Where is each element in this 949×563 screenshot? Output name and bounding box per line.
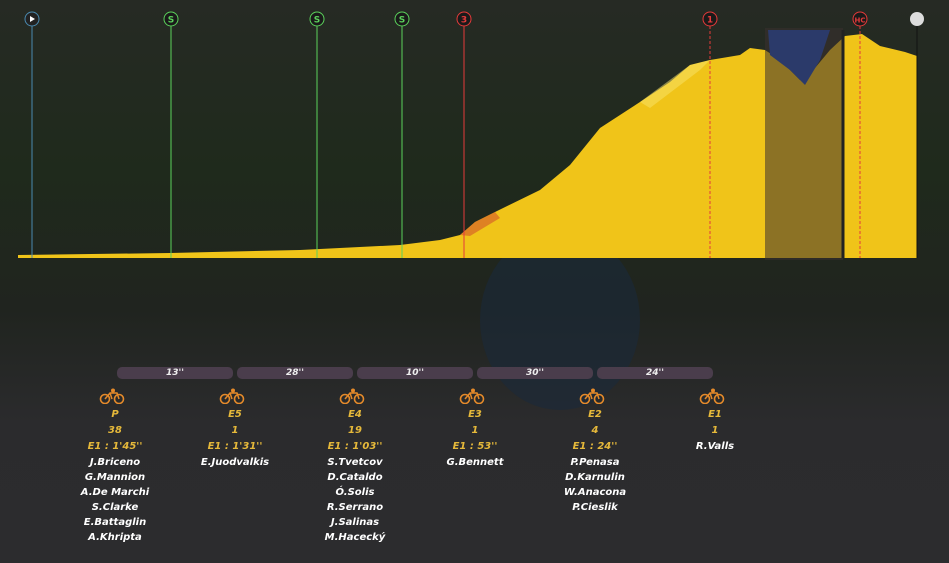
rider-name: E.Juodvalkis xyxy=(200,457,270,468)
group-count: 19 xyxy=(348,425,362,436)
group: E2 4 E1 : 24'' P.Penasa D.Karnulin W.Anacona P… xyxy=(535,388,655,515)
group-count: 1 xyxy=(231,425,239,436)
rider-name: G.Mannion xyxy=(84,472,146,483)
marker-icon xyxy=(163,11,179,27)
group-icon xyxy=(655,388,775,407)
group-label: E4 xyxy=(348,409,362,420)
group-label: P xyxy=(111,409,119,420)
group-icon xyxy=(55,388,175,407)
rider-name: A.De Marchi xyxy=(80,487,150,498)
marker-icon xyxy=(456,11,472,27)
group: E5 1 E1 : 1'31'' E.Juodvalkis xyxy=(175,388,295,470)
group: E1 1 R.Valls xyxy=(655,388,775,454)
marker-label: S xyxy=(168,16,174,26)
group: P 38 E1 : 1'45'' J.Briceno G.Mannion A.De Mar… xyxy=(55,388,175,545)
group-icon xyxy=(295,388,415,407)
rider-name: S.Clarke xyxy=(91,502,139,513)
rider-name: E.Battaglin xyxy=(83,517,147,528)
group-count: 4 xyxy=(591,425,599,436)
group-time: E1 : 1'03'' xyxy=(327,441,383,452)
marker-icon xyxy=(852,11,868,27)
group-icon xyxy=(415,388,535,407)
group-count: 1 xyxy=(471,425,479,436)
rider-name: R.Serrano xyxy=(326,502,384,513)
marker-icon xyxy=(309,11,325,27)
group-label: E1 xyxy=(708,409,722,420)
group: E4 19 E1 : 1'03'' S.Tvetcov D.Cataldo Ó.Solis… xyxy=(295,388,415,545)
rider-name: G.Bennett xyxy=(446,457,504,468)
gap-label: 10'' xyxy=(357,367,473,379)
group-count: 1 xyxy=(711,425,719,436)
markers: S S S 3 1 HC xyxy=(163,11,868,27)
group-label: E2 xyxy=(588,409,602,420)
group-time: E1 : 24'' xyxy=(572,441,618,452)
group-count: 38 xyxy=(108,425,122,436)
gap-label: 30'' xyxy=(477,367,593,379)
group-time: E1 : 1'31'' xyxy=(207,441,263,452)
group-label: E3 xyxy=(468,409,482,420)
rider-name: R.Valls xyxy=(695,441,735,452)
marker-label: S xyxy=(314,16,320,26)
rider-name: D.Cataldo xyxy=(327,472,383,483)
group-icon xyxy=(535,388,655,407)
gap-label: 28'' xyxy=(237,367,353,379)
rider-name: M.Hacecký xyxy=(324,532,386,543)
rider-name: P.Cieslik xyxy=(572,502,618,513)
rider-name: D.Karnulin xyxy=(565,472,625,483)
marker-icon xyxy=(394,11,410,27)
marker-label: 1 xyxy=(707,16,713,26)
rider-name: Ó.Solis xyxy=(335,487,375,498)
group-time: E1 : 1'45'' xyxy=(87,441,143,452)
marker-label: S xyxy=(399,16,405,26)
rider-name: S.Tvetcov xyxy=(327,457,383,468)
group-time: E1 : 53'' xyxy=(452,441,498,452)
rider-name: P.Penasa xyxy=(570,457,620,468)
rider-name: A.Khripta xyxy=(88,532,142,543)
rider-name: W.Anacona xyxy=(563,487,627,498)
group: E3 1 E1 : 53'' G.Bennett xyxy=(415,388,535,470)
rider-name: J.Briceno xyxy=(89,457,141,468)
marker-label: HC xyxy=(855,17,866,25)
group-label: E5 xyxy=(228,409,242,420)
gap-label: 24'' xyxy=(597,367,713,379)
marker-label: 3 xyxy=(461,16,467,26)
rider-name: J.Salinas xyxy=(330,517,380,528)
group-icon xyxy=(175,388,295,407)
gap-label: 13'' xyxy=(117,367,233,379)
marker-icon xyxy=(702,11,718,27)
